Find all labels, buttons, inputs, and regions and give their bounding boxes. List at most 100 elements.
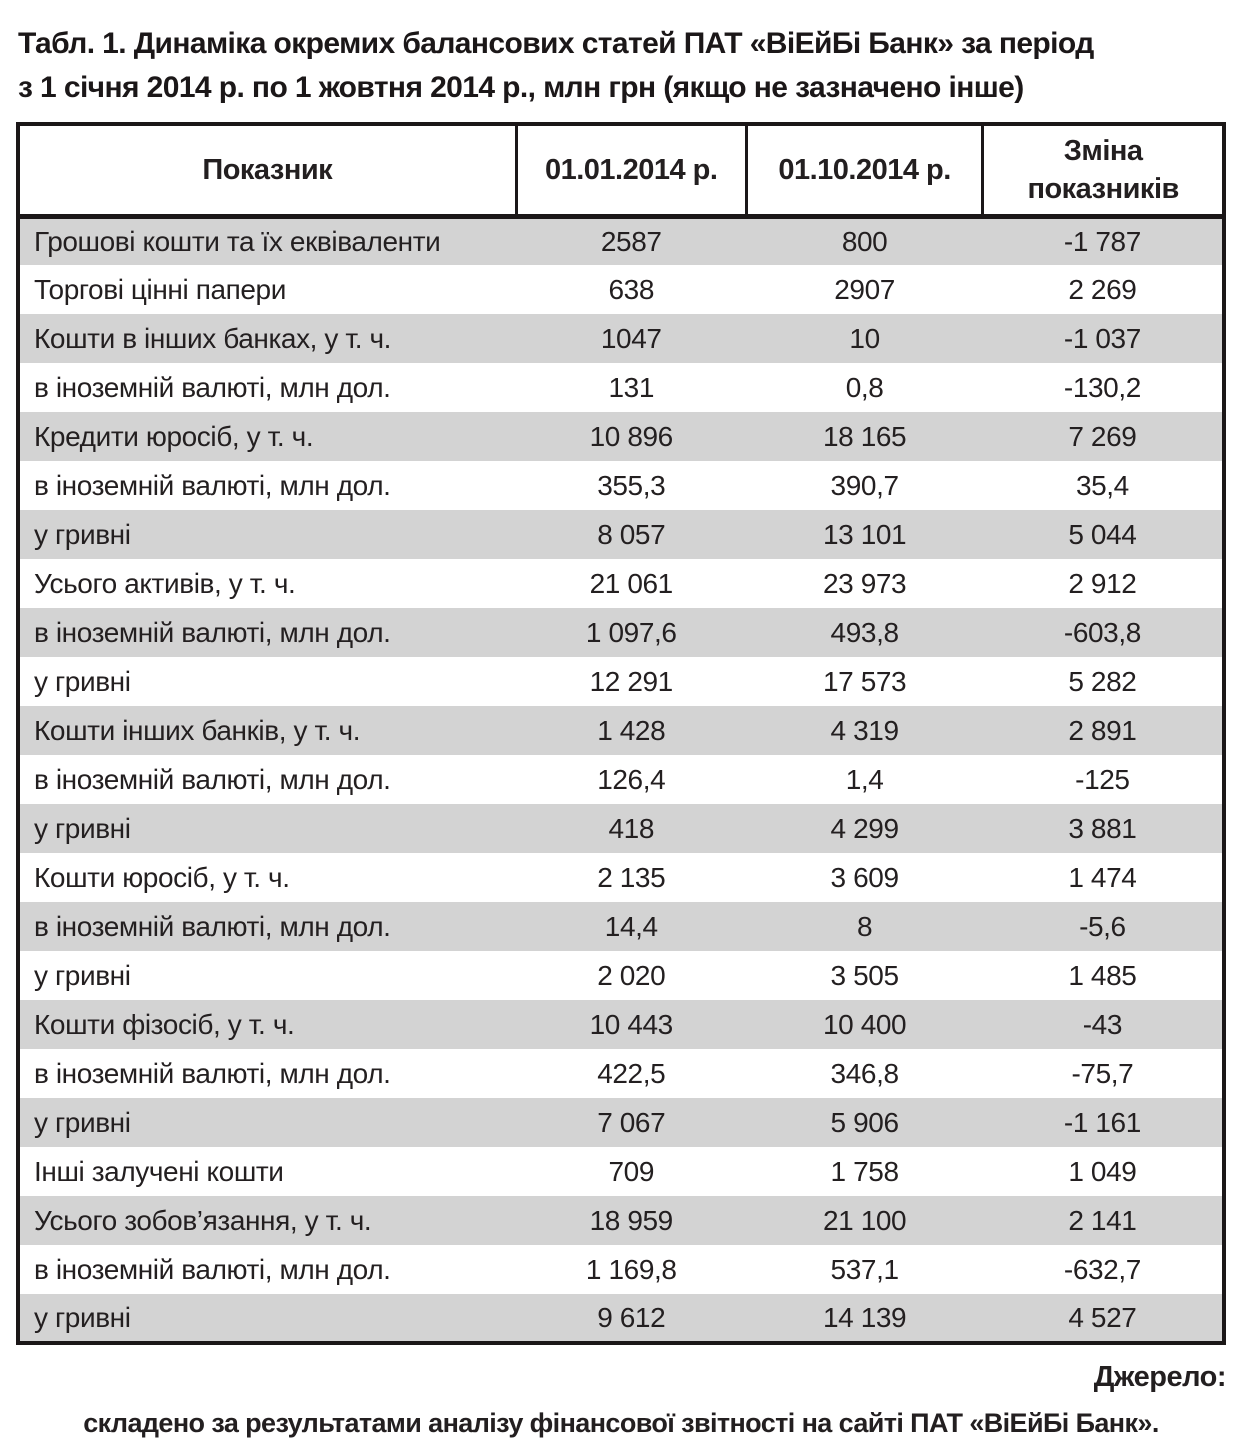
row-value: 10 <box>746 314 983 363</box>
table-row: Грошові кошти та їх еквіваленти 2587 800 -1… <box>18 216 1224 265</box>
table-row: в іноземній валюті, млн дол. 131 0,8 -130,2 <box>18 363 1224 412</box>
table-title: Табл. 1. Динаміка окремих балансових ста… <box>16 22 1226 110</box>
row-label: у гривні <box>34 665 131 697</box>
row-value: 2 141 <box>982 1196 1224 1245</box>
row-label: у гривні <box>34 959 131 991</box>
row-label: в іноземній валюті, млн дол. <box>34 469 391 501</box>
row-value: 2 269 <box>1068 273 1137 305</box>
row-value: -632,7 <box>1063 1253 1141 1285</box>
row-value: 1 049 <box>1068 1155 1137 1187</box>
row-label: в іноземній валюті, млн дол. <box>34 371 391 403</box>
row-value: 8 <box>746 902 983 951</box>
row-label: Кошти фізосіб, у т. ч. <box>18 1000 517 1049</box>
row-value: 14 139 <box>746 1294 983 1343</box>
row-label: Інші залучені кошти <box>34 1155 284 1187</box>
row-value: 2 891 <box>982 706 1224 755</box>
row-label: в іноземній валюті, млн дол. <box>34 1253 391 1285</box>
row-label: в іноземній валюті, млн дол. <box>18 608 517 657</box>
row-value: 418 <box>516 804 747 853</box>
row-value: -75,7 <box>1071 1057 1134 1089</box>
row-value: 1,4 <box>845 763 884 795</box>
header-row: Показник 01.01.2014 р. 01.10.2014 р. Змі… <box>18 124 1224 219</box>
row-value: 1 474 <box>1068 861 1137 893</box>
row-value: 2587 <box>516 216 747 265</box>
column-header-indicator: Показник <box>18 124 518 219</box>
row-label: в іноземній валюті, млн дол. <box>34 1057 391 1089</box>
row-value: 638 <box>608 273 654 305</box>
row-value: 1 758 <box>830 1155 899 1187</box>
row-value: 21 100 <box>746 1196 983 1245</box>
row-value: -1 787 <box>982 216 1224 265</box>
table-row: Усього зобов’язання, у т. ч. 18 959 21 100… <box>18 1196 1224 1245</box>
row-value: 131 <box>608 371 654 403</box>
row-value: -130,2 <box>1063 371 1141 403</box>
table-header: Показник 01.01.2014 р. 01.10.2014 р. Змі… <box>18 124 1224 219</box>
row-value: -603,8 <box>982 608 1224 657</box>
row-value: 3 609 <box>830 861 899 893</box>
table-row: у гривні 7 067 5 906 -1 161 <box>18 1098 1224 1147</box>
row-label: Кошти юросіб, у т. ч. <box>34 861 290 893</box>
balance-sheet-table: Показник 01.01.2014 р. 01.10.2014 р. Змі… <box>16 122 1226 1345</box>
row-value: 5 044 <box>982 510 1224 559</box>
row-value: 5 906 <box>746 1098 983 1147</box>
source-label: Джерело: <box>1093 1361 1227 1393</box>
row-value: 23 973 <box>822 567 907 599</box>
table-row: Кошти фізосіб, у т. ч. 10 443 10 400 -43 <box>18 1000 1224 1049</box>
row-value: 18 959 <box>516 1196 747 1245</box>
row-value: -43 <box>982 1000 1224 1049</box>
table-row: Торгові цінні папери 638 2907 2 269 <box>18 265 1224 314</box>
row-label: у гривні <box>18 1294 517 1343</box>
table-title-line2: з 1 січня 2014 р. по 1 жовтня 2014 р., м… <box>18 71 1024 104</box>
row-value: -5,6 <box>982 902 1224 951</box>
row-label: в іноземній валюті, млн дол. <box>18 902 517 951</box>
row-value: 1047 <box>516 314 747 363</box>
row-value: 422,5 <box>597 1057 666 1089</box>
row-label: Торгові цінні папери <box>34 273 286 305</box>
row-value: 14,4 <box>516 902 747 951</box>
row-value: -1 161 <box>982 1098 1224 1147</box>
row-value: 493,8 <box>746 608 983 657</box>
row-label: в іноземній валюті, млн дол. <box>34 763 391 795</box>
table-row: Інші залучені кошти 709 1 758 1 049 <box>18 1147 1224 1196</box>
table-title-line1: Табл. 1. Динаміка окремих балансових ста… <box>18 27 1094 60</box>
row-value: 800 <box>746 216 983 265</box>
row-value: 1 169,8 <box>585 1253 677 1285</box>
row-value: 13 101 <box>746 510 983 559</box>
table-row: в іноземній валюті, млн дол. 14,4 8 -5,6 <box>18 902 1224 951</box>
row-label: у гривні <box>18 510 517 559</box>
row-value: 7 269 <box>982 412 1224 461</box>
column-header-date2: 01.10.2014 р. <box>746 124 985 219</box>
row-value: 3 505 <box>830 959 899 991</box>
row-value: 12 291 <box>589 665 674 697</box>
row-label: у гривні <box>18 1098 517 1147</box>
table-row: у гривні 418 4 299 3 881 <box>18 804 1224 853</box>
row-label: Грошові кошти та їх еквіваленти <box>18 216 517 265</box>
row-label: Кошти інших банків, у т. ч. <box>18 706 517 755</box>
row-value: 537,1 <box>830 1253 899 1285</box>
row-value: 9 612 <box>516 1294 747 1343</box>
row-value: 5 282 <box>1068 665 1137 697</box>
row-value: 2 912 <box>1068 567 1137 599</box>
row-value: 1 485 <box>1068 959 1137 991</box>
table-row: в іноземній валюті, млн дол. 1 169,8 537,1… <box>18 1245 1224 1294</box>
row-label: Усього активів, у т. ч. <box>34 567 296 599</box>
row-label: Кредити юросіб, у т. ч. <box>18 412 517 461</box>
row-label: у гривні <box>18 804 517 853</box>
column-header-change: Зміна показників <box>982 124 1224 219</box>
row-label: Кошти в інших банках, у т. ч. <box>18 314 517 363</box>
row-value: 10 896 <box>516 412 747 461</box>
row-value: 0,8 <box>845 371 884 403</box>
column-header-date1: 01.01.2014 р. <box>516 124 748 219</box>
table-row: у гривні 12 291 17 573 5 282 <box>18 657 1224 706</box>
row-value: 21 061 <box>589 567 674 599</box>
row-value: 1 097,6 <box>516 608 747 657</box>
row-value: 2 135 <box>597 861 666 893</box>
table-row: у гривні 8 057 13 101 5 044 <box>18 510 1224 559</box>
row-value: -1 037 <box>982 314 1224 363</box>
row-value: 18 165 <box>746 412 983 461</box>
table-row: в іноземній валюті, млн дол. 422,5 346,8 -7… <box>18 1049 1224 1098</box>
row-value: 10 443 <box>516 1000 747 1049</box>
table-row: Кошти в інших банках, у т. ч. 1047 10 -1 03… <box>18 314 1224 363</box>
row-value: 346,8 <box>830 1057 899 1089</box>
table-row: Усього активів, у т. ч. 21 061 23 973 2 912 <box>18 559 1224 608</box>
